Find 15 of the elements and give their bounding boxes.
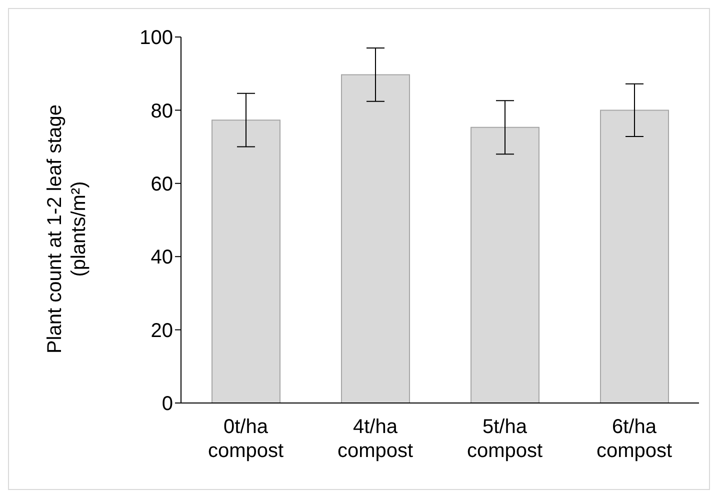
y-tick-label: 40: [150, 246, 173, 269]
x-tick-label: 0t/ha compost: [208, 416, 284, 462]
y-tick-label: 100: [140, 27, 173, 50]
x-tick-label: 5t/ha compost: [466, 416, 543, 462]
bar: [341, 74, 410, 403]
bar: [600, 110, 669, 403]
y-tick-label: 20: [150, 320, 173, 342]
y-tick-label: 80: [150, 100, 173, 122]
x-tick-label: 6t/ha compost: [596, 416, 672, 462]
y-tick-label: 0: [162, 393, 173, 416]
bar: [470, 126, 540, 403]
y-tick-label: 60: [150, 174, 173, 196]
y-axis-title: Plant count at 1-2 leaf stage (plants/m²): [43, 103, 91, 356]
x-tick-label: 4t/ha compost: [337, 416, 414, 462]
bar: [212, 120, 280, 403]
